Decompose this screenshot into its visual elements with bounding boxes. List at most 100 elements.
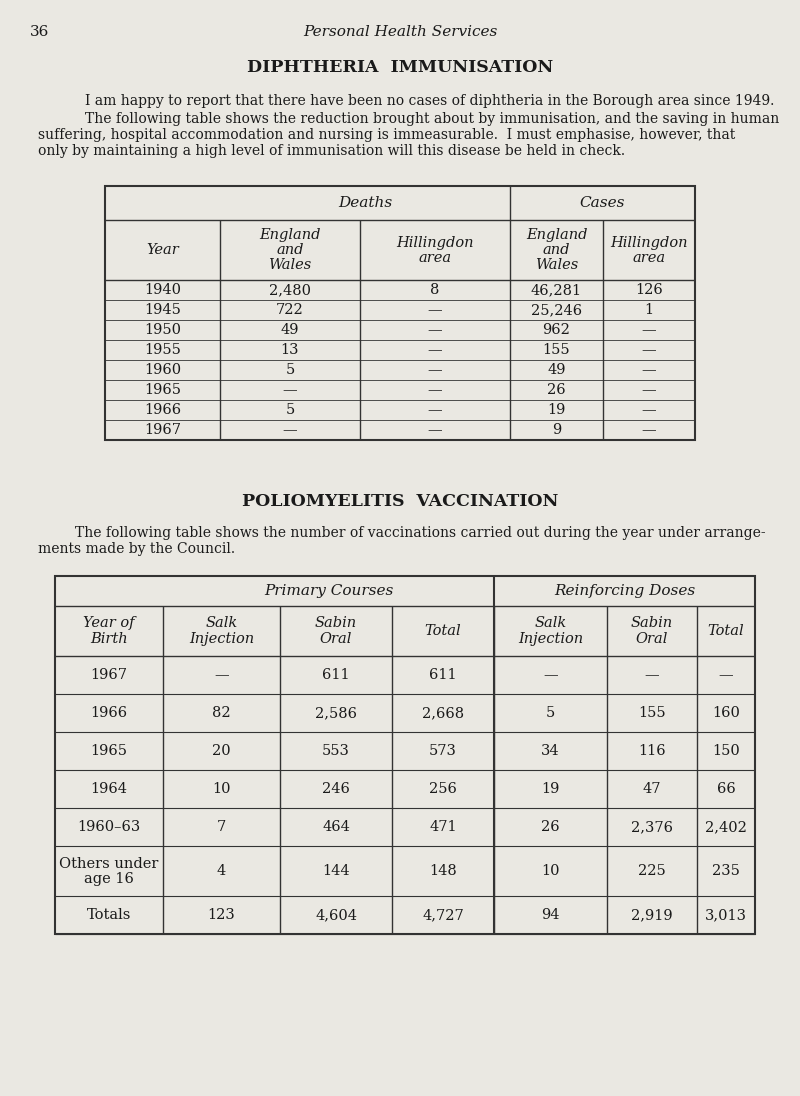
Text: 4,727: 4,727 — [422, 907, 464, 922]
Text: 10: 10 — [542, 864, 560, 878]
Text: 2,402: 2,402 — [705, 820, 747, 834]
Text: 116: 116 — [638, 744, 666, 758]
Text: England: England — [526, 228, 587, 242]
Text: —: — — [642, 363, 656, 377]
Text: 2,919: 2,919 — [631, 907, 673, 922]
Text: —: — — [428, 383, 442, 397]
Text: —: — — [428, 363, 442, 377]
Text: 1960–63: 1960–63 — [78, 820, 141, 834]
Text: area: area — [633, 251, 666, 264]
Text: 1967: 1967 — [144, 423, 181, 437]
Text: —: — — [428, 403, 442, 416]
Text: 123: 123 — [208, 907, 235, 922]
Text: The following table shows the number of vaccinations carried out during the year: The following table shows the number of … — [75, 526, 766, 540]
Text: 36: 36 — [30, 25, 50, 39]
Text: The following table shows the reduction brought about by immunisation, and the s: The following table shows the reduction … — [85, 112, 779, 126]
Text: 1967: 1967 — [90, 667, 127, 682]
Text: Year: Year — [146, 243, 179, 256]
Text: —: — — [718, 667, 734, 682]
Text: Year of: Year of — [83, 616, 134, 630]
Text: Sabin: Sabin — [315, 616, 357, 630]
Text: 160: 160 — [712, 706, 740, 720]
Bar — [105, 186, 695, 439]
Text: 5: 5 — [546, 706, 555, 720]
Text: and: and — [276, 243, 304, 256]
Text: 1964: 1964 — [90, 783, 127, 796]
Text: 49: 49 — [281, 323, 299, 336]
Text: 148: 148 — [429, 864, 457, 878]
Text: 94: 94 — [542, 907, 560, 922]
Text: 962: 962 — [542, 323, 570, 336]
Text: Cases: Cases — [580, 196, 626, 210]
Text: Injection: Injection — [189, 632, 254, 646]
Text: —: — — [642, 423, 656, 437]
Text: 10: 10 — [212, 783, 230, 796]
Text: 1940: 1940 — [144, 283, 181, 297]
Text: 1965: 1965 — [144, 383, 181, 397]
Text: suffering, hospital accommodation and nursing is immeasurable.  I must emphasise: suffering, hospital accommodation and nu… — [38, 128, 735, 142]
Text: 26: 26 — [547, 383, 566, 397]
Text: 144: 144 — [322, 864, 350, 878]
Text: 126: 126 — [635, 283, 663, 297]
Text: 1950: 1950 — [144, 323, 181, 336]
Text: 19: 19 — [547, 403, 566, 416]
Text: —: — — [428, 302, 442, 317]
Text: 2,668: 2,668 — [422, 706, 464, 720]
Text: 471: 471 — [429, 820, 457, 834]
Text: —: — — [642, 403, 656, 416]
Text: Primary Courses: Primary Courses — [264, 584, 393, 598]
Text: 19: 19 — [542, 783, 560, 796]
Text: —: — — [642, 323, 656, 336]
Text: 464: 464 — [322, 820, 350, 834]
Text: Wales: Wales — [535, 258, 578, 272]
Text: only by maintaining a high level of immunisation will this disease be held in ch: only by maintaining a high level of immu… — [38, 144, 625, 158]
Text: 150: 150 — [712, 744, 740, 758]
Text: 8: 8 — [430, 283, 440, 297]
Text: 7: 7 — [217, 820, 226, 834]
Text: 20: 20 — [212, 744, 231, 758]
Text: 82: 82 — [212, 706, 231, 720]
Text: Oral: Oral — [636, 632, 668, 646]
Text: 611: 611 — [322, 667, 350, 682]
Text: Wales: Wales — [268, 258, 312, 272]
Text: 34: 34 — [541, 744, 560, 758]
Text: 1966: 1966 — [90, 706, 127, 720]
Bar — [55, 576, 755, 934]
Text: 1955: 1955 — [144, 343, 181, 357]
Text: 2,376: 2,376 — [631, 820, 673, 834]
Text: —: — — [428, 423, 442, 437]
Text: 49: 49 — [547, 363, 566, 377]
Text: area: area — [418, 251, 451, 264]
Text: 1966: 1966 — [144, 403, 181, 416]
Text: 4: 4 — [217, 864, 226, 878]
Text: ments made by the Council.: ments made by the Council. — [38, 543, 235, 556]
Text: 611: 611 — [429, 667, 457, 682]
Text: 573: 573 — [429, 744, 457, 758]
Text: 235: 235 — [712, 864, 740, 878]
Text: —: — — [428, 343, 442, 357]
Text: 1960: 1960 — [144, 363, 181, 377]
Text: 246: 246 — [322, 783, 350, 796]
Text: I am happy to report that there have been no cases of diphtheria in the Borough : I am happy to report that there have bee… — [85, 94, 774, 109]
Text: 1945: 1945 — [144, 302, 181, 317]
Text: 155: 155 — [542, 343, 570, 357]
Text: 1: 1 — [645, 302, 654, 317]
Text: Salk: Salk — [534, 616, 566, 630]
Text: Hillingdon: Hillingdon — [396, 236, 474, 250]
Text: 46,281: 46,281 — [531, 283, 582, 297]
Text: Sabin: Sabin — [631, 616, 673, 630]
Text: Hillingdon: Hillingdon — [610, 236, 688, 250]
Text: England: England — [259, 228, 321, 242]
Text: POLIOMYELITIS  VACCINATION: POLIOMYELITIS VACCINATION — [242, 493, 558, 511]
Text: —: — — [214, 667, 229, 682]
Text: age 16: age 16 — [84, 871, 134, 886]
Text: 66: 66 — [717, 783, 735, 796]
Text: Birth: Birth — [90, 632, 128, 646]
Text: Injection: Injection — [518, 632, 583, 646]
Text: —: — — [428, 323, 442, 336]
Text: Salk: Salk — [206, 616, 238, 630]
Text: 722: 722 — [276, 302, 304, 317]
Text: Others under: Others under — [59, 856, 158, 870]
Text: Personal Health Services: Personal Health Services — [303, 25, 497, 39]
Text: 5: 5 — [286, 403, 294, 416]
